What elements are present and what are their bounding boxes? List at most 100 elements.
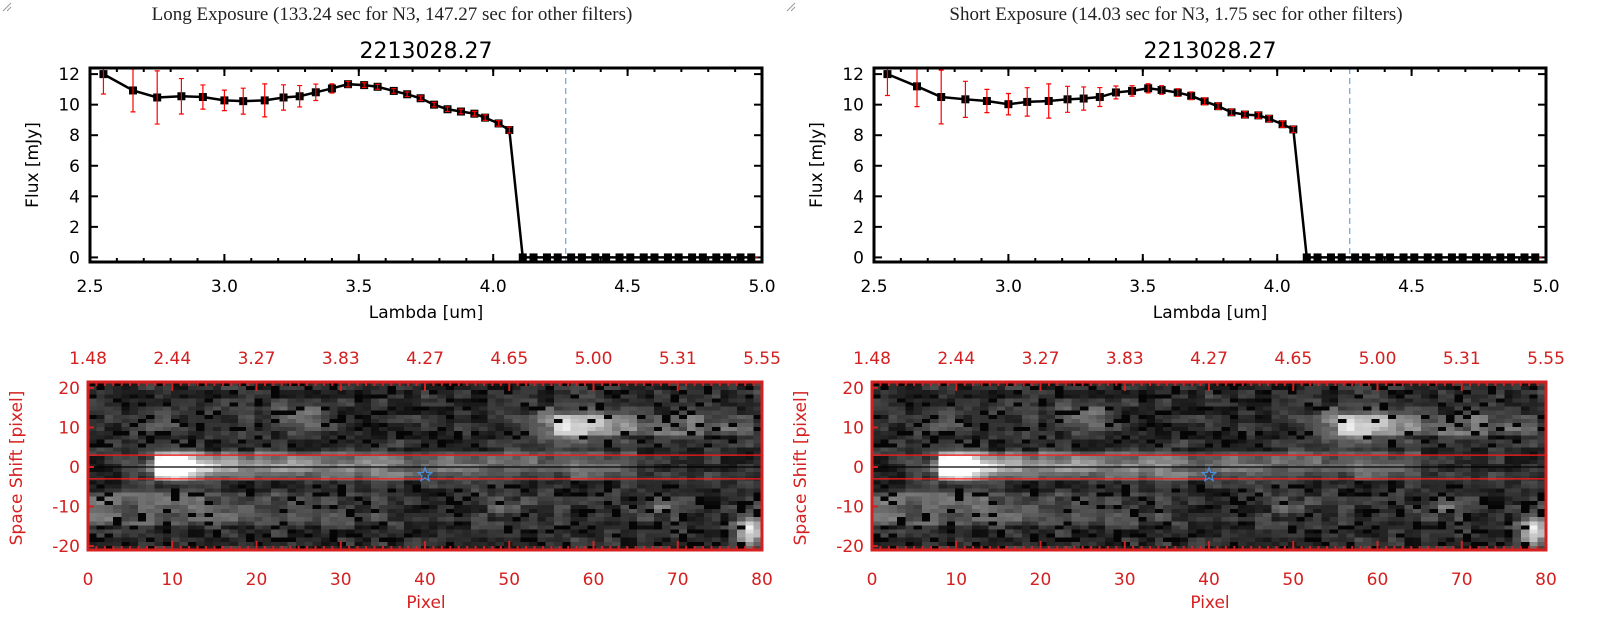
spectrum-image	[88, 382, 762, 550]
y-tick-label: 12	[842, 65, 864, 85]
y-tick-label: 0	[69, 248, 80, 268]
chart-title: 2213028.27	[360, 39, 493, 64]
error-bar	[375, 83, 381, 90]
y-tick-label: 6	[853, 157, 864, 177]
data-point	[1520, 253, 1529, 262]
image-top-tick-label: 4.65	[490, 349, 528, 369]
image-y-tick-label: -10	[836, 498, 864, 518]
error-bar	[1129, 85, 1135, 97]
chart-title: 2213028.27	[1144, 39, 1277, 64]
star-marker-icon	[416, 466, 434, 482]
image-frame	[86, 380, 764, 552]
data-point	[1302, 253, 1311, 262]
error-bar	[1113, 85, 1119, 100]
error-bar	[418, 95, 424, 102]
data-point	[1531, 253, 1540, 262]
image-y-tick-label: -10	[52, 498, 80, 518]
data-point	[1361, 253, 1370, 262]
x-tick-label: 4.5	[1398, 277, 1425, 297]
image-y-tick-label: 0	[69, 458, 80, 478]
error-bar	[329, 83, 335, 94]
image-top-tick-label: 3.27	[1022, 349, 1060, 369]
error-bar	[938, 69, 944, 125]
error-bar	[1290, 125, 1296, 134]
image-y-tick-label: 20	[842, 379, 864, 399]
image-x-tick-label: 20	[246, 570, 268, 590]
data-point	[688, 253, 697, 262]
resize-grip-icon[interactable]	[784, 0, 796, 12]
plot-frame	[88, 66, 764, 264]
x-tick-label: 3.0	[211, 277, 238, 297]
y-axis-label: Flux [mJy]	[23, 122, 43, 208]
spectrum-image	[872, 382, 1546, 550]
error-bar	[1159, 85, 1165, 95]
image-x-tick-label: 60	[583, 570, 605, 590]
error-bar	[1065, 85, 1071, 113]
error-bar	[178, 77, 184, 115]
image-y-tick-label: 20	[58, 379, 80, 399]
image-x-tick-label: 0	[867, 570, 878, 590]
y-tick-label: 8	[69, 126, 80, 146]
data-point	[542, 253, 551, 262]
image-x-tick-label: 70	[667, 570, 689, 590]
error-bar	[240, 87, 246, 115]
image-top-tick-label: 5.00	[575, 349, 613, 369]
image-x-axis-label: Pixel	[1190, 593, 1229, 613]
image-y-tick-label: 10	[58, 418, 80, 438]
data-point	[602, 253, 611, 262]
image-top-tick-label: 3.83	[1106, 349, 1144, 369]
x-tick-label: 2.5	[76, 277, 103, 297]
data-point	[663, 253, 672, 262]
star-marker-icon	[1200, 466, 1218, 482]
image-top-tick-label: 2.44	[937, 349, 975, 369]
error-bar	[1081, 86, 1087, 111]
error-bar	[1046, 83, 1052, 119]
image-y-tick-label: 10	[842, 418, 864, 438]
short-exposure-panel: Short Exposure (14.03 sec for N3, 1.75 s…	[784, 0, 1568, 630]
y-tick-label: 2	[853, 218, 864, 238]
data-point	[1472, 253, 1481, 262]
data-point	[650, 253, 659, 262]
image-x-tick-label: 10	[945, 570, 967, 590]
error-bar	[1145, 83, 1151, 94]
error-bar	[262, 83, 268, 118]
error-bar	[1255, 111, 1261, 120]
error-bar	[361, 82, 367, 89]
image-top-tick-label: 5.00	[1359, 349, 1397, 369]
error-bar	[431, 101, 437, 108]
data-point	[1507, 253, 1516, 262]
resize-grip-icon[interactable]	[0, 0, 12, 12]
y-axis-label: Flux [mJy]	[807, 122, 827, 208]
image-top-tick-label: 1.48	[853, 349, 891, 369]
error-bar	[1266, 115, 1272, 123]
image-frame	[870, 380, 1548, 552]
x-axis-label: Lambda [um]	[369, 303, 483, 323]
image-x-tick-label: 10	[161, 570, 183, 590]
panel-title: Short Exposure (14.03 sec for N3, 1.75 s…	[949, 4, 1403, 25]
error-bar	[200, 84, 206, 110]
image-top-tick-label: 1.48	[69, 349, 107, 369]
error-bar	[1280, 120, 1286, 128]
image-top-tick-label: 4.27	[406, 349, 444, 369]
x-tick-label: 5.0	[1532, 277, 1559, 297]
image-x-tick-label: 60	[1367, 570, 1389, 590]
data-point	[1399, 253, 1408, 262]
image-top-tick-label: 5.55	[743, 349, 781, 369]
image-y-tick-label: -20	[52, 537, 80, 557]
data-point	[1313, 253, 1322, 262]
data-point	[1375, 253, 1384, 262]
panel-plots: 2213028.272.5 3.0 3.5 4.0 4.5 5.0024681012Lam…	[7, 39, 781, 613]
error-bar	[1229, 108, 1235, 116]
data-point	[518, 253, 527, 262]
error-bar	[445, 106, 451, 113]
error-bar	[1024, 87, 1030, 117]
error-bar	[404, 91, 410, 98]
error-bar	[458, 108, 464, 115]
error-bar	[281, 84, 287, 111]
image-y-axis-label: Space Shift [pixel]	[7, 391, 27, 546]
data-point	[698, 253, 707, 262]
y-tick-label: 10	[842, 96, 864, 116]
y-tick-label: 8	[853, 126, 864, 146]
error-bar	[471, 110, 477, 117]
image-top-tick-label: 5.31	[659, 349, 697, 369]
